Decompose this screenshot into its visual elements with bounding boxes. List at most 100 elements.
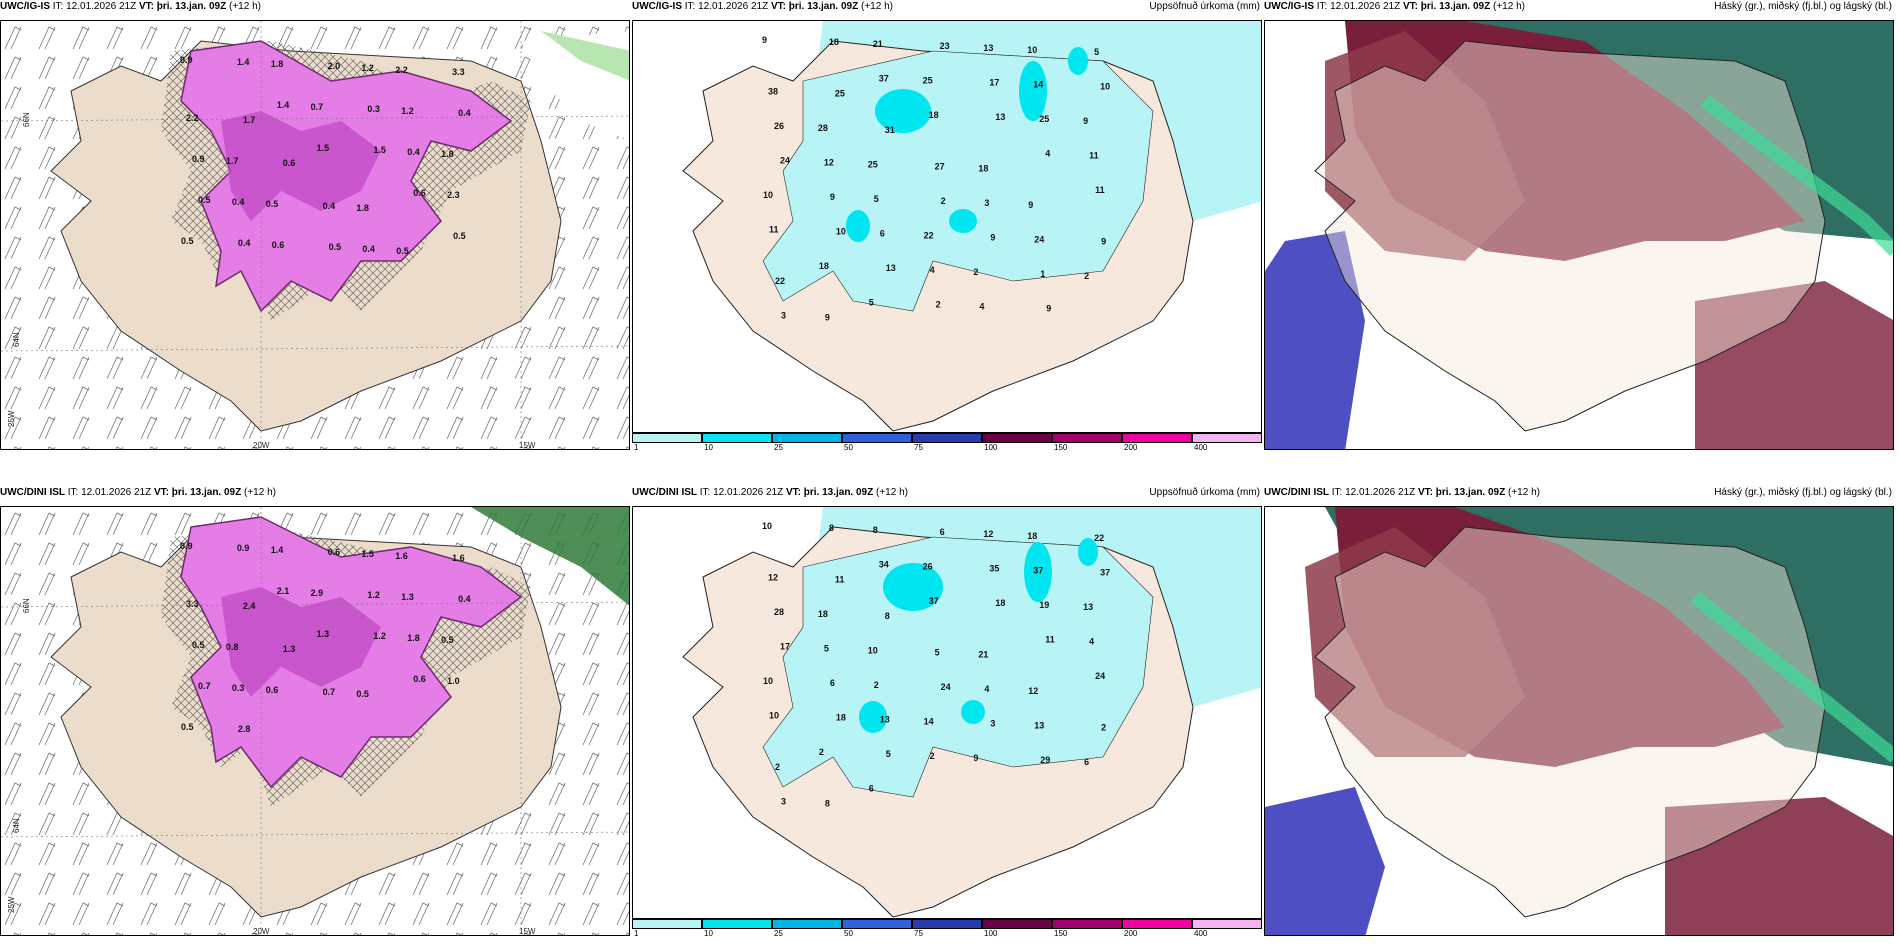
vt-label: VT: þri. 13.jan. 09Z xyxy=(1402,1,1491,12)
value-label: 0.4 xyxy=(407,147,420,157)
value-label: 9 xyxy=(1083,116,1088,126)
colorbar-tick: 100 xyxy=(984,443,998,452)
it-value: 12.01.2026 21Z xyxy=(66,1,137,12)
value-label: 19 xyxy=(1039,600,1049,610)
value-label: 11 xyxy=(835,575,845,585)
colorbar-segment xyxy=(1052,919,1122,929)
value-label: 13 xyxy=(886,263,896,273)
colorbar-tick: 25 xyxy=(774,443,783,452)
value-label: 28 xyxy=(818,123,828,133)
value-label: 2 xyxy=(1084,271,1089,281)
value-label: 0.5 xyxy=(453,231,466,241)
iceland-landmass xyxy=(1314,526,1826,918)
value-label: 0.6 xyxy=(266,685,279,695)
lead-time: (+12 h) xyxy=(244,487,276,498)
it-label: IT: xyxy=(52,1,64,12)
value-label: 3.3 xyxy=(452,67,465,77)
value-label: 5 xyxy=(935,648,940,658)
value-label: 12 xyxy=(983,529,993,539)
value-label: 2.8 xyxy=(238,724,251,734)
value-label: 6 xyxy=(830,678,835,688)
colorbar-tick: 150 xyxy=(1054,929,1068,938)
lat-label-66: 66N xyxy=(22,112,31,127)
value-label: 0.5 xyxy=(266,199,279,209)
value-label: 24 xyxy=(941,682,951,692)
panel-header: UWC/IG-IS IT: 12.01.2026 21Z VT: þri. 13… xyxy=(632,0,1262,20)
precip-map: 10 8 8 6 12 18 22 12 11 34 26 35 37 37 28 18 8 37 18 19 13 17… xyxy=(632,506,1262,919)
value-label: 18 xyxy=(929,110,939,120)
lat-label-66: 66N xyxy=(22,598,31,613)
lead-time: (+12 h) xyxy=(1508,487,1540,498)
value-label: 22 xyxy=(775,276,785,286)
colorbar-segment xyxy=(982,433,1052,443)
value-label: 0.5 xyxy=(181,722,194,732)
colorbar-tick: 100 xyxy=(984,929,998,938)
value-label: 0.3 xyxy=(232,683,245,693)
value-label: 9 xyxy=(990,233,995,243)
value-label: 37 xyxy=(929,596,939,606)
value-label: 11 xyxy=(1095,185,1105,195)
value-label: 4 xyxy=(1045,149,1050,159)
value-label: 24 xyxy=(1095,671,1105,681)
value-label: 4 xyxy=(930,265,935,275)
colorbar-tick: 1 xyxy=(634,443,639,452)
value-label: 4 xyxy=(1089,637,1094,647)
colorbar-segment xyxy=(1122,919,1192,929)
value-label: 6 xyxy=(940,527,945,537)
value-label: 5 xyxy=(869,298,874,308)
cloud-map xyxy=(1264,20,1894,450)
value-label: 5 xyxy=(1094,47,1099,57)
precip-map: 9 18 21 23 13 10 5 38 25 37 25 17 14 10 26 28 31 18 13 25 9 2… xyxy=(632,20,1262,433)
value-label: 18 xyxy=(819,261,829,271)
value-label: 9 xyxy=(1101,237,1106,247)
value-label: 10 xyxy=(1100,82,1110,92)
value-label: 1.7 xyxy=(243,115,256,125)
value-label: 35 xyxy=(989,564,999,574)
value-label: 18 xyxy=(978,164,988,174)
value-label: 4 xyxy=(984,684,989,694)
value-label: 3 xyxy=(781,311,786,321)
vt-label: VT: þri. 13.jan. 09Z xyxy=(785,487,874,498)
cloud-map xyxy=(1264,506,1894,936)
value-label: 0.4 xyxy=(238,238,251,248)
value-label: 2.2 xyxy=(186,113,199,123)
model-name: UWC/IG-IS xyxy=(1264,1,1314,12)
value-label: 25 xyxy=(868,160,878,170)
value-label: 3.3 xyxy=(186,599,199,609)
colorbar-tick: 150 xyxy=(1054,443,1068,452)
map-title: Uppsöfnuð úrkoma (mm) xyxy=(1149,1,1260,12)
colorbar-segment xyxy=(982,919,1052,929)
value-label: 0.4 xyxy=(458,108,471,118)
colorbar-tick: 75 xyxy=(914,443,923,452)
value-label: 9 xyxy=(825,313,830,323)
value-label: 13 xyxy=(995,112,1005,122)
value-label: 18 xyxy=(1027,531,1037,541)
value-label: 3 xyxy=(781,797,786,807)
value-label: 1.4 xyxy=(271,545,284,555)
value-label: 26 xyxy=(774,121,784,131)
value-label: 2 xyxy=(973,267,978,277)
value-label: 37 xyxy=(1100,568,1110,578)
value-label: 1.8 xyxy=(407,633,420,643)
colorbar-tick: 200 xyxy=(1124,929,1138,938)
value-label: 14 xyxy=(1033,80,1043,90)
value-label: 2.0 xyxy=(328,61,341,71)
value-label: 0.5 xyxy=(181,236,194,246)
value-label: 9 xyxy=(1046,304,1051,314)
value-label: 10 xyxy=(763,676,773,686)
value-label: 0.9 xyxy=(180,541,193,551)
value-label: 0.6 xyxy=(283,158,296,168)
map-title: Háský (gr.), miðský (fj.bl.) og lágský (… xyxy=(1714,1,1892,12)
value-label: 11 xyxy=(769,225,779,235)
lat-label-64: 64N xyxy=(12,332,21,347)
value-label: 2 xyxy=(874,680,879,690)
value-label: 1.7 xyxy=(226,156,239,166)
value-label: 1.6 xyxy=(395,551,408,561)
colorbar-tick: 10 xyxy=(704,929,713,938)
colorbar-tick: 10 xyxy=(704,443,713,452)
map-title: Uppsöfnuð úrkoma (mm) xyxy=(1149,487,1260,498)
value-label: 5 xyxy=(886,749,891,759)
value-label: 2.1 xyxy=(277,586,290,596)
it-label: IT: xyxy=(699,487,711,498)
panel-dini-precip: UWC/DINI ISL IT: 12.01.2026 21Z VT: þri.… xyxy=(632,486,1262,938)
